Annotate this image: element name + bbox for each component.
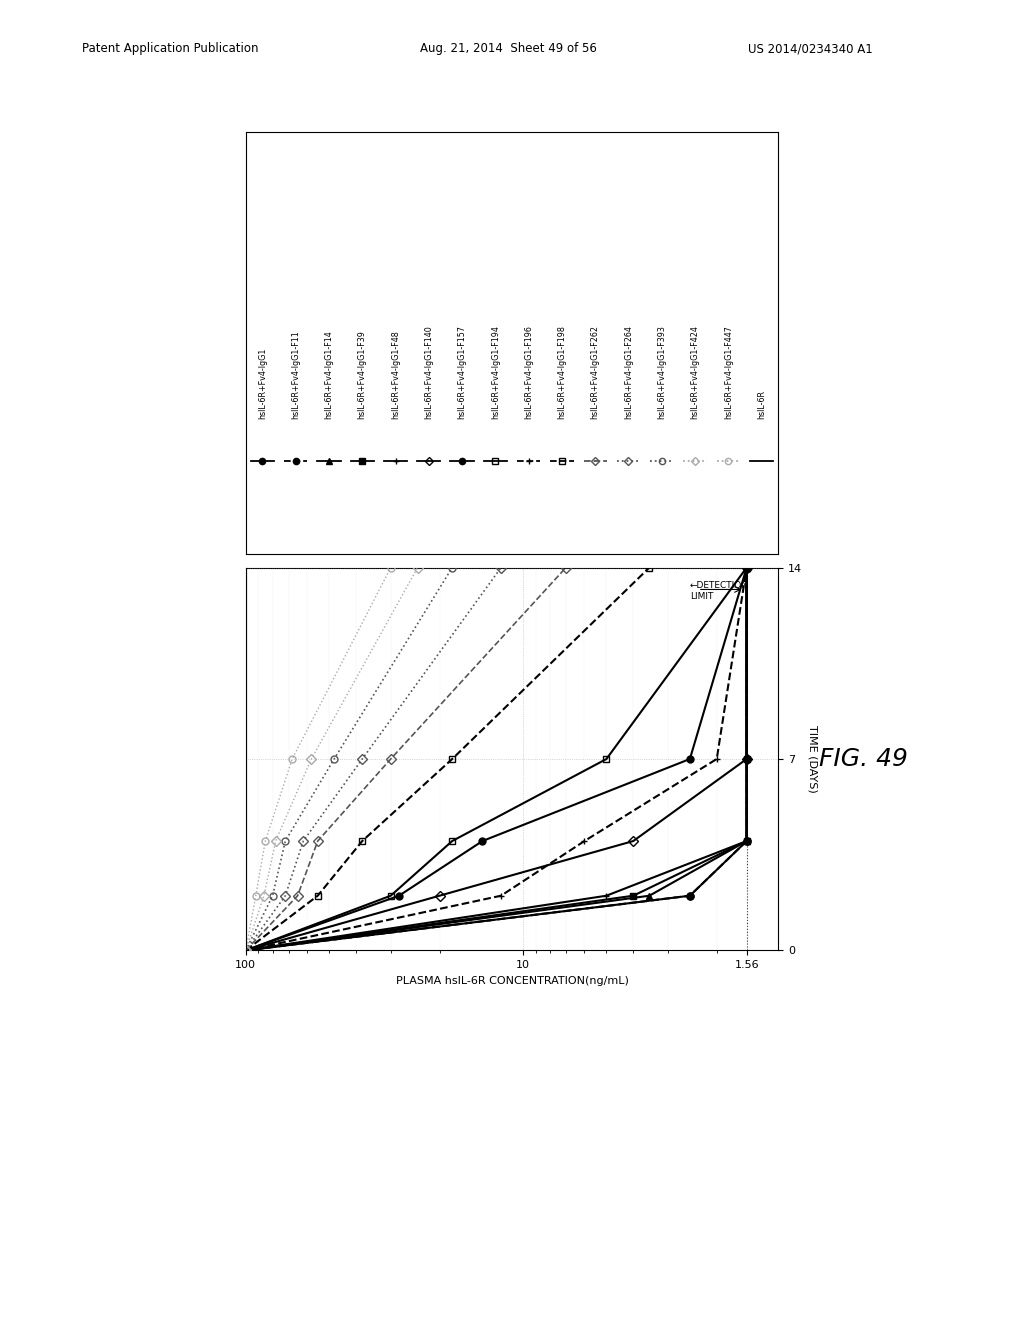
Text: Aug. 21, 2014  Sheet 49 of 56: Aug. 21, 2014 Sheet 49 of 56 xyxy=(420,42,597,55)
Text: hsIL-6R+Fv4-IgG1-F424: hsIL-6R+Fv4-IgG1-F424 xyxy=(690,325,699,420)
Text: hsIL-6R+Fv4-IgG1: hsIL-6R+Fv4-IgG1 xyxy=(258,348,267,420)
Text: hsIL-6R+Fv4-IgG1-F198: hsIL-6R+Fv4-IgG1-F198 xyxy=(557,325,566,420)
Text: hsIL-6R+Fv4-IgG1-F393: hsIL-6R+Fv4-IgG1-F393 xyxy=(657,325,667,420)
X-axis label: PLASMA hsIL-6R CONCENTRATION(ng/mL): PLASMA hsIL-6R CONCENTRATION(ng/mL) xyxy=(395,975,629,986)
Text: hsIL-6R+Fv4-IgG1-F262: hsIL-6R+Fv4-IgG1-F262 xyxy=(591,325,600,420)
Text: hsIL-6R+Fv4-IgG1-F14: hsIL-6R+Fv4-IgG1-F14 xyxy=(325,330,334,420)
Y-axis label: TIME (DAYS): TIME (DAYS) xyxy=(808,725,817,793)
Text: hsIL-6R+Fv4-IgG1-F140: hsIL-6R+Fv4-IgG1-F140 xyxy=(424,326,433,420)
Text: hsIL-6R+Fv4-IgG1-F194: hsIL-6R+Fv4-IgG1-F194 xyxy=(490,325,500,420)
Text: hsIL-6R+Fv4-IgG1-F39: hsIL-6R+Fv4-IgG1-F39 xyxy=(357,330,367,420)
Text: FIG. 49: FIG. 49 xyxy=(819,747,908,771)
Text: hsIL-6R+Fv4-IgG1-F196: hsIL-6R+Fv4-IgG1-F196 xyxy=(524,325,534,420)
Text: hsIL-6R+Fv4-IgG1-F11: hsIL-6R+Fv4-IgG1-F11 xyxy=(291,330,300,420)
Text: hsIL-6R+Fv4-IgG1-F447: hsIL-6R+Fv4-IgG1-F447 xyxy=(724,325,733,420)
Text: hsIL-6R: hsIL-6R xyxy=(757,391,766,420)
Text: US 2014/0234340 A1: US 2014/0234340 A1 xyxy=(748,42,872,55)
Text: Patent Application Publication: Patent Application Publication xyxy=(82,42,258,55)
Text: hsIL-6R+Fv4-IgG1-F157: hsIL-6R+Fv4-IgG1-F157 xyxy=(458,325,467,420)
Text: ←DETECTION
LIMIT: ←DETECTION LIMIT xyxy=(690,581,750,601)
Text: hsIL-6R+Fv4-IgG1-F48: hsIL-6R+Fv4-IgG1-F48 xyxy=(391,330,400,420)
Text: hsIL-6R+Fv4-IgG1-F264: hsIL-6R+Fv4-IgG1-F264 xyxy=(624,325,633,420)
